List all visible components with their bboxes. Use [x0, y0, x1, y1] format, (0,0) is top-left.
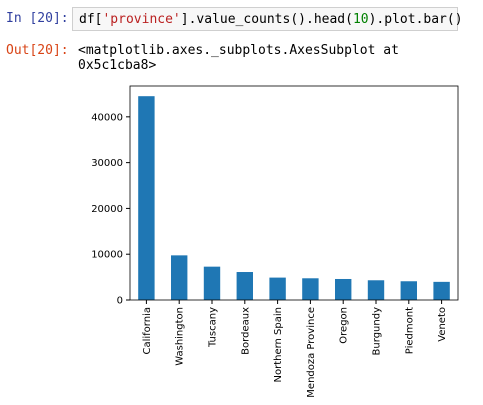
- bar: [171, 255, 188, 300]
- code-string: 'province': [102, 12, 181, 27]
- bar: [335, 278, 352, 300]
- code: ].value_counts().head(: [180, 12, 353, 27]
- x-tick-label: Tuscany: [208, 307, 219, 348]
- bar: [138, 96, 155, 301]
- bar: [433, 281, 450, 300]
- x-tick-label: Bordeaux: [240, 307, 251, 355]
- code: df[: [79, 12, 103, 27]
- bar: [367, 280, 385, 300]
- x-tick-label: Oregon: [339, 307, 350, 344]
- x-tick-label: California: [142, 307, 153, 355]
- bar: [400, 281, 417, 300]
- y-tick-label: 30000: [91, 158, 123, 169]
- x-tick-label: Mendoza Province: [306, 307, 317, 398]
- bar: [302, 278, 319, 300]
- in-prompt: In [20]:: [6, 11, 69, 26]
- x-tick-label: Burgundy: [372, 307, 383, 356]
- bar: [236, 272, 253, 300]
- y-tick-label: 0: [117, 296, 123, 307]
- x-tick-label: Veneto: [437, 307, 448, 342]
- bar: [269, 277, 286, 300]
- y-tick-label: 20000: [91, 204, 123, 215]
- x-tick-label: Northern Spain: [273, 307, 284, 383]
- code-number: 10: [352, 12, 369, 27]
- bar: [203, 266, 221, 300]
- x-tick-label: Washington: [175, 307, 186, 366]
- out-prompt: Out[20]:: [6, 43, 69, 58]
- code: ).plot.bar(): [368, 12, 463, 27]
- axes-frame: [129, 85, 459, 301]
- output-text: <matplotlib.axes._subplots.AxesSubplot a…: [78, 43, 399, 73]
- code-cell[interactable]: df['province'].value_counts().head(10).p…: [72, 7, 463, 31]
- x-tick-label: Piedmont: [404, 307, 415, 354]
- y-tick-label: 40000: [91, 112, 123, 123]
- y-tick-label: 10000: [91, 250, 123, 261]
